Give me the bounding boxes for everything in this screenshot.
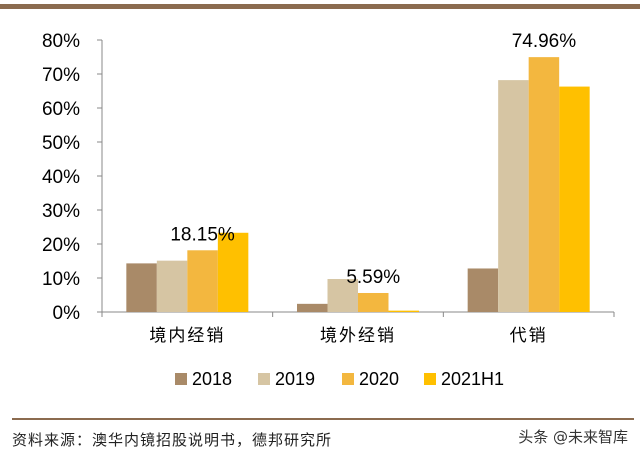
y-tick-label: 50%: [42, 133, 80, 154]
legend-label: 2020: [359, 369, 399, 389]
bar-2019-0: [156, 260, 188, 312]
legend-label: 2021H1: [441, 369, 504, 389]
source-note: 资料来源：澳华内镜招股说明书，德邦研究所: [12, 431, 333, 449]
legend-swatch-2021H1: [424, 373, 436, 385]
bar-2021H1-1: [388, 310, 419, 312]
y-tick-label: 0%: [53, 303, 81, 324]
bar-2019-1: [327, 279, 358, 312]
bar-chart: 0% 10% 20% 30% 40% 50% 60% 70% 80% 境内经销 境外经销 代销 18.1…: [42, 31, 615, 389]
bar-2018-0: [126, 263, 157, 312]
legend-label: 2019: [275, 369, 315, 389]
x-category-label: 境内经销: [149, 326, 225, 346]
data-label: 74.96%: [512, 31, 577, 52]
bottom-rule: [12, 418, 634, 420]
bar-2021H1-0: [217, 232, 249, 312]
watermark: 头条 @未来智库: [518, 428, 628, 446]
legend-swatch-2018: [175, 373, 187, 385]
legend-swatch-2020: [342, 373, 354, 385]
bar-2020-1: [358, 292, 389, 312]
y-tick-label: 30%: [42, 201, 80, 222]
bar-2021H1-2: [559, 86, 590, 312]
data-label: 18.15%: [170, 224, 235, 245]
x-category-label: 境外经销: [320, 326, 396, 346]
legend-label: 2018: [192, 369, 232, 389]
bar-2018-1: [297, 303, 328, 312]
y-tick-label: 70%: [42, 65, 80, 86]
x-category-label: 代销: [510, 326, 548, 346]
y-tick-label: 60%: [42, 99, 80, 120]
bar-2019-2: [498, 80, 529, 313]
bar-2018-2: [467, 268, 499, 312]
legend-swatch-2019: [258, 373, 270, 385]
y-tick-label: 10%: [42, 269, 80, 290]
data-label: 5.59%: [346, 267, 400, 288]
y-tick-label: 20%: [42, 235, 80, 256]
top-rule: [0, 4, 640, 9]
y-tick-label: 40%: [42, 167, 80, 188]
bar-2020-2: [528, 57, 560, 312]
y-tick-label: 80%: [42, 31, 80, 52]
bar-2020-0: [187, 250, 218, 312]
